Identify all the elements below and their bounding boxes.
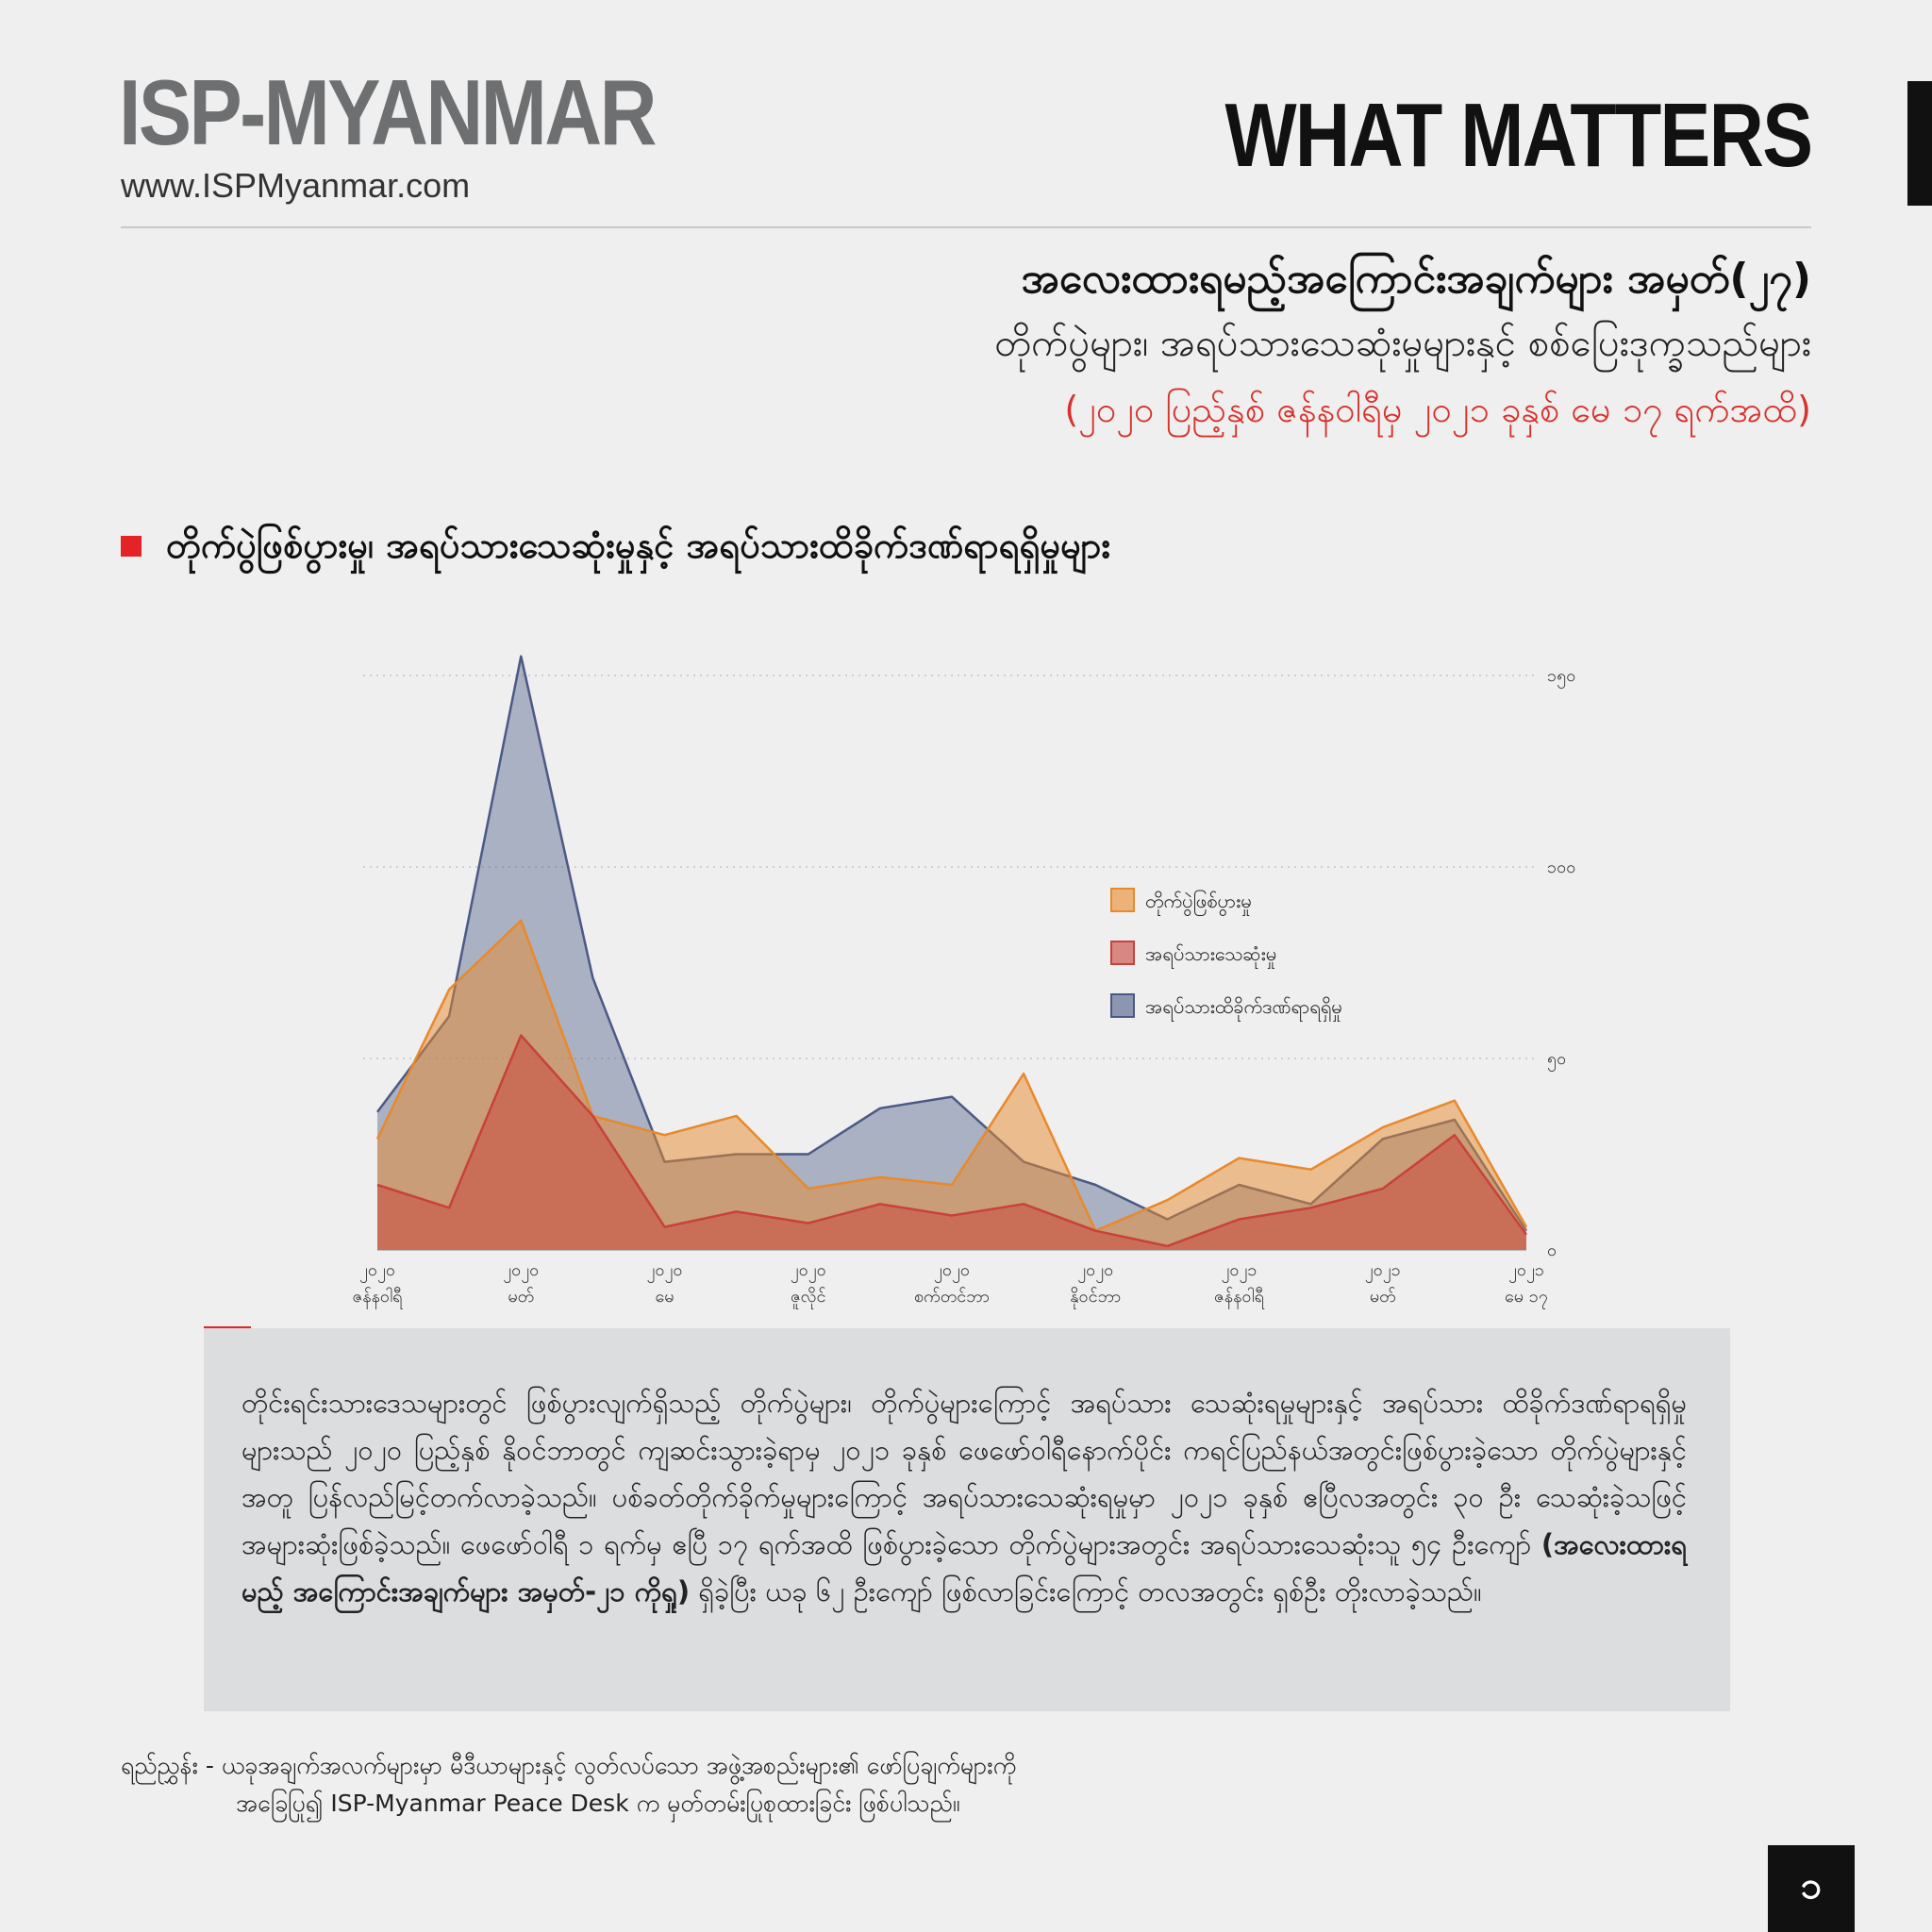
legend-label: အရပ်သားထိခိုက်ဒဏ်ရာရရှိမှု <box>1145 995 1342 1022</box>
series-line <box>375 919 1528 1232</box>
x-tick-year: ၂၀၂၀ <box>647 1260 683 1283</box>
note-bold-reference: (အလေးထားရမည့် အကြောင်းအချက်များ အမှတ်-၂၁… <box>242 1528 1687 1607</box>
x-tick-month: ဇန်နဝါရီ <box>353 1287 404 1309</box>
header-divider <box>121 226 1811 228</box>
section-title: တိုက်ပွဲဖြစ်ပွားမှု၊ အရပ်သားသေဆုံးမှုနှင… <box>166 525 1111 566</box>
note-box: တိုင်းရင်းသားဒေသများတွင် ဖြစ်ပွားလျက်ရှိ… <box>204 1328 1730 1711</box>
footer-line-1: ရည်ညွှန်း - ယခုအချက်အလက်များမှာ မီဒီယာမျ… <box>121 1752 1017 1779</box>
footer-source: ရည်ညွှန်း - ယခုအချက်အလက်များမှာ မီဒီယာမျ… <box>121 1747 1016 1823</box>
page-number: ၁ <box>1768 1845 1855 1932</box>
legend-swatch <box>1110 941 1135 965</box>
section-marker <box>121 536 142 557</box>
x-tick-month: မတ် <box>1370 1287 1396 1307</box>
chart-legend: တိုက်ပွဲဖြစ်ပွားမှုအရပ်သားသေဆုံးမှုအရပ်သ… <box>1110 888 1342 1022</box>
x-tick-month: မတ် <box>508 1287 534 1307</box>
x-tick-year: ၂၀၂၁ <box>1508 1260 1544 1283</box>
series-label: WHAT MATTERS <box>1224 85 1813 186</box>
page-title: အလေးထားရမည့်အကြောင်းအချက်များ အမှတ်(၂၇) <box>1021 255 1811 303</box>
page-subtitle: တိုက်ပွဲများ၊ အရပ်သားသေဆုံးမှုများနှင့် … <box>994 322 1811 365</box>
x-tick-year: ၂၀၂၁ <box>1222 1260 1257 1283</box>
series-area <box>377 1035 1526 1250</box>
y-tick-label: ၁၅၀ <box>1547 666 1575 689</box>
note-tail: ရှိခဲ့ပြီး ယခု ၆၂ ဦးကျော် ဖြစ်လာခြင်းကြေ… <box>690 1575 1482 1607</box>
x-tick-month: နိုဝင်ဘာ <box>1070 1287 1121 1309</box>
x-tick-month: မေ ၁၇ <box>1505 1287 1548 1309</box>
series-area <box>377 920 1526 1250</box>
legend-swatch <box>1110 993 1135 1018</box>
note-body: တိုင်းရင်းသားဒေသများတွင် ဖြစ်ပွားလျက်ရှိ… <box>242 1387 1687 1560</box>
note-text: တိုင်းရင်းသားဒေသများတွင် ဖြစ်ပွားလျက်ရှိ… <box>242 1379 1687 1615</box>
series-label-bar <box>1907 81 1932 206</box>
date-range: (၂၀၂၀ ပြည့်နှစ် ဇန်နဝါရီမှ ၂၀၂၁ ခုနှစ် မ… <box>1064 389 1811 430</box>
x-tick-year: ၂၀၂၀ <box>934 1260 970 1283</box>
x-tick-year: ၂၀၂၀ <box>1077 1260 1113 1283</box>
y-tick-label: ၁၀၀ <box>1547 858 1575 877</box>
x-tick-month: ဇန်နဝါရီ <box>1214 1287 1265 1309</box>
x-tick-month: ဇူလိုင် <box>791 1287 826 1309</box>
brand-logo: ISP-MYANMAR <box>119 60 657 164</box>
x-tick-year: ၂၀၂၀ <box>359 1260 395 1283</box>
x-tick-month: မေ <box>655 1287 674 1307</box>
series-line <box>376 1034 1528 1248</box>
y-tick-label: ၀ <box>1547 1241 1557 1260</box>
x-tick-year: ၂၀၂၀ <box>503 1260 539 1283</box>
y-tick-label: ၅၀ <box>1547 1049 1566 1072</box>
x-tick-year: ၂၀၂၀ <box>791 1260 826 1283</box>
legend-label: တိုက်ပွဲဖြစ်ပွားမှု <box>1145 890 1252 916</box>
website-url: www.ISPMyanmar.com <box>121 166 471 205</box>
x-tick-month: စက်တင်ဘာ <box>914 1287 990 1307</box>
grid-lines <box>363 675 1538 1059</box>
legend-label: အရပ်သားသေဆုံးမှု <box>1145 942 1276 969</box>
legend-swatch <box>1110 888 1135 912</box>
x-tick-year: ၂၀၂၁ <box>1365 1260 1401 1283</box>
footer-line-2: အခြေပြု၍ ISP-Myanmar Peace Desk က မှတ်တမ… <box>236 1790 960 1817</box>
chart-areas <box>375 655 1528 1251</box>
